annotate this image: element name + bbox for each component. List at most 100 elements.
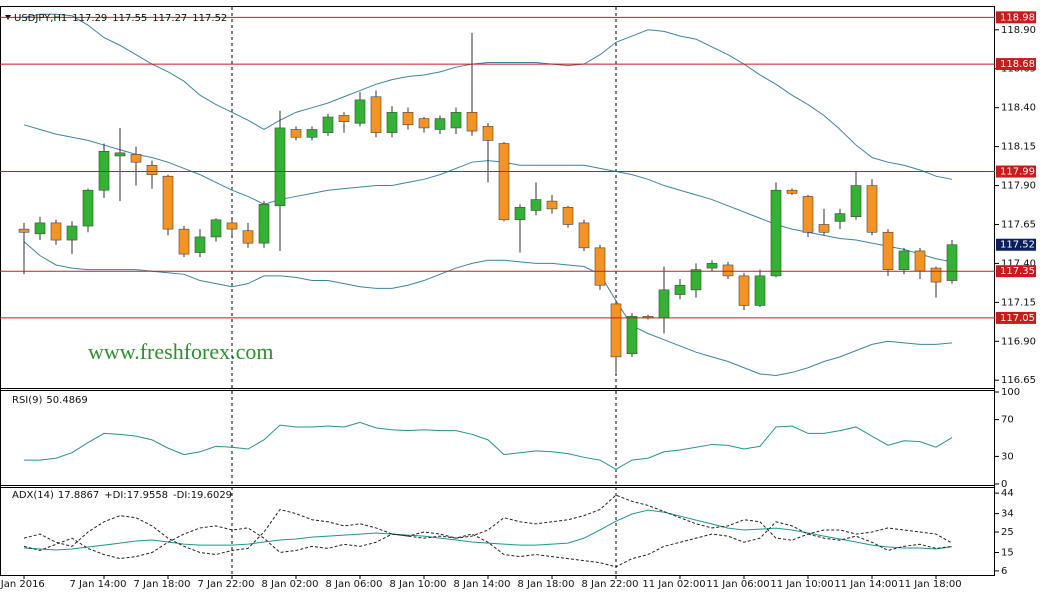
- y-tick-label: 118.40: [1001, 103, 1036, 114]
- candle-body: [578, 222, 590, 249]
- candle-body: [866, 185, 878, 233]
- candle-body: [162, 175, 174, 230]
- candle-body: [178, 228, 190, 255]
- candle-body: [514, 207, 526, 221]
- indicator-value: 50.4869: [46, 395, 87, 406]
- candle-body: [418, 118, 430, 129]
- candle-body: [114, 152, 126, 157]
- watermark: www.freshforex.com: [88, 339, 274, 364]
- candle-body: [242, 230, 254, 244]
- level-label: 118.68: [1000, 59, 1035, 70]
- indicator-value: 17.9558: [127, 490, 168, 501]
- x-tick-label: 7 Jan 2016: [0, 579, 45, 590]
- x-tick-label: 7 Jan 22:00: [198, 579, 255, 590]
- candle-body: [82, 189, 94, 227]
- candle-body: [98, 150, 110, 191]
- candle-body: [306, 129, 318, 138]
- candle-body: [450, 112, 462, 129]
- indicator-name: -DI:: [173, 490, 191, 501]
- x-tick-label: 11 Jan 18:00: [898, 579, 961, 590]
- y-tick-label: 118.15: [1001, 142, 1036, 153]
- plot-frame: [0, 6, 995, 576]
- y-tick-label: 118.90: [1001, 25, 1036, 36]
- indicator-value: 19.6029: [191, 490, 232, 501]
- candle-body: [754, 275, 766, 306]
- x-tick-label: 8 Jan 18:00: [518, 579, 575, 590]
- candle-body: [274, 127, 286, 207]
- candle-body: [34, 222, 46, 235]
- candle-body: [338, 115, 350, 122]
- candle-body: [834, 213, 846, 222]
- y-tick-label: 117.40: [1001, 258, 1036, 269]
- indicator-name: ADX(14): [12, 490, 54, 501]
- y-tick-label: 34: [1001, 509, 1014, 520]
- candle-body: [610, 303, 622, 358]
- candle-body: [370, 96, 382, 133]
- candle-body: [482, 126, 494, 141]
- indicator-line: [23, 509, 953, 551]
- indicator-value: 17.8867: [58, 490, 99, 501]
- candle-body: [738, 275, 750, 306]
- candle-body: [18, 228, 30, 233]
- x-tick-label: 8 Jan 02:00: [262, 579, 319, 590]
- candle-body: [658, 289, 670, 319]
- candle-body: [690, 269, 702, 291]
- y-tick-label: 100: [1001, 387, 1020, 398]
- candle-body: [786, 189, 798, 194]
- indicator-label: RSI(9) 50.4869: [12, 395, 88, 406]
- y-tick-label: 117.90: [1001, 181, 1036, 192]
- candle-body: [882, 231, 894, 270]
- indicator-line: [23, 508, 953, 568]
- candle-body: [50, 222, 62, 241]
- x-tick-label: 8 Jan 14:00: [454, 579, 511, 590]
- y-tick-label: 70: [1001, 415, 1014, 426]
- candle-body: [322, 116, 334, 133]
- y-tick-label: 117.15: [1001, 297, 1036, 308]
- y-tick-label: 6: [1001, 566, 1007, 577]
- candle-body: [706, 263, 718, 269]
- candle-body: [130, 154, 142, 163]
- candle-body: [562, 207, 574, 225]
- y-tick-label: 25: [1001, 527, 1014, 538]
- level-label: 117.99: [1000, 167, 1035, 178]
- header-part: 117.29: [72, 13, 107, 24]
- candle-body: [802, 196, 814, 233]
- candle-body: [194, 236, 206, 253]
- candle-body: [626, 316, 638, 355]
- x-tick-label: 11 Jan 02:00: [642, 579, 705, 590]
- header-part: 117.55: [112, 13, 147, 24]
- candle-body: [946, 244, 958, 281]
- x-tick-label: 8 Jan 22:00: [582, 579, 639, 590]
- candle-body: [386, 112, 398, 133]
- candle-body: [722, 264, 734, 277]
- candle-body: [258, 203, 270, 244]
- x-tick-label: 7 Jan 18:00: [134, 579, 191, 590]
- candle-body: [210, 219, 222, 238]
- candle-body: [898, 250, 910, 270]
- level-label: 117.35: [1000, 266, 1035, 277]
- indicator-line: [24, 421, 953, 470]
- price-label: 117.52: [1000, 240, 1035, 251]
- level-label-bg: [996, 311, 1036, 324]
- candle-body: [594, 247, 606, 286]
- indicator-label: ADX(14) 17.8867 +DI:17.9558 -DI:19.6029: [12, 490, 232, 501]
- chart-header: USDJPY,H1 117.29 117.55 117.27 117.52: [14, 13, 227, 24]
- x-tick-label: 8 Jan 10:00: [390, 579, 447, 590]
- candle-body: [674, 284, 686, 295]
- header-part: USDJPY,H1: [14, 13, 67, 24]
- candle-body: [770, 189, 782, 277]
- candle-body: [818, 224, 830, 233]
- candle-body: [530, 199, 542, 211]
- candle-body: [434, 118, 446, 130]
- candle-body: [402, 112, 414, 126]
- candle-body: [546, 200, 558, 210]
- x-tick-label: 7 Jan 14:00: [70, 579, 127, 590]
- y-tick-label: 117.65: [1001, 219, 1036, 230]
- x-tick-label: 11 Jan 10:00: [770, 579, 833, 590]
- indicator-name: +DI:: [104, 490, 126, 501]
- y-tick-label: 44: [1001, 488, 1014, 499]
- indicator-line: [23, 494, 953, 560]
- level-label-bg: [996, 11, 1036, 24]
